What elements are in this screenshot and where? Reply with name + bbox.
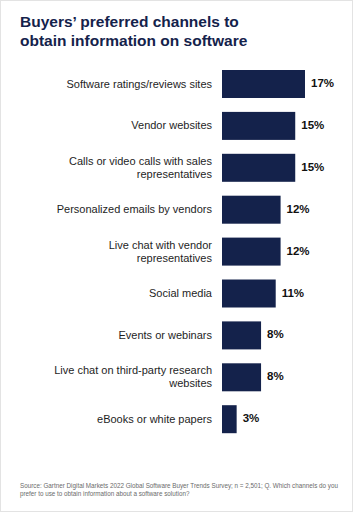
category-label: Calls or video calls with sales represen… xyxy=(40,155,212,181)
bar xyxy=(222,154,295,182)
bar xyxy=(222,196,281,224)
category-label: Personalized emails by vendors xyxy=(40,203,212,216)
bar xyxy=(222,70,305,98)
bar xyxy=(222,405,237,433)
chart-title: Buyers’ preferred channels to obtain inf… xyxy=(20,12,270,50)
category-label: Live chat on third-party research websit… xyxy=(40,364,212,390)
data-label: 12% xyxy=(287,245,310,257)
data-label: 11% xyxy=(282,287,304,299)
data-label: 17% xyxy=(311,77,334,89)
data-label: 15% xyxy=(301,119,324,131)
category-label: Social media xyxy=(40,287,212,300)
category-label: Events or webinars xyxy=(40,329,212,342)
category-label: Live chat with vendor representatives xyxy=(40,239,212,265)
data-label: 15% xyxy=(301,161,324,173)
bar xyxy=(222,321,261,349)
category-label: Vendor websites xyxy=(40,119,212,132)
bar xyxy=(222,280,276,308)
bar xyxy=(222,363,261,391)
category-label: Software ratings/reviews sites xyxy=(40,78,212,91)
bar xyxy=(222,112,295,140)
data-label: 3% xyxy=(243,412,260,424)
data-label: 8% xyxy=(267,328,284,340)
bar xyxy=(222,238,281,266)
source-note: Source: Gartner Digital Markets 2022 Glo… xyxy=(20,482,340,498)
data-label: 8% xyxy=(267,370,284,382)
category-label: eBooks or white papers xyxy=(40,413,212,426)
data-label: 12% xyxy=(287,203,310,215)
